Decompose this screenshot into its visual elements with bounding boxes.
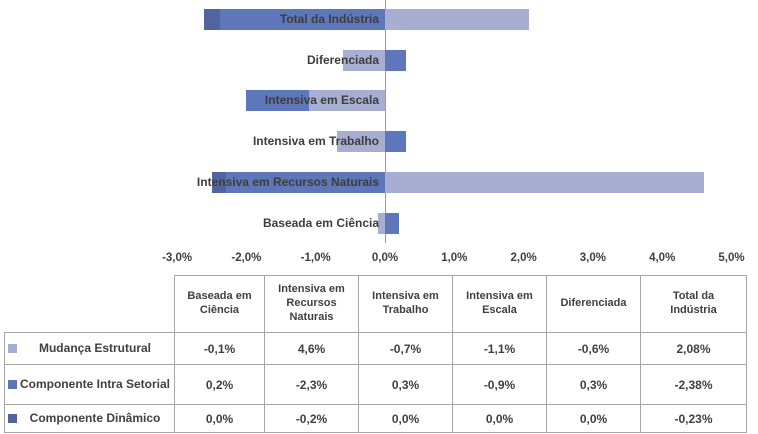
bar-segment-componente-intra-setorial: [246, 90, 309, 111]
table-column-header: Baseada em Ciência: [174, 275, 265, 333]
series-label-cell: Mudança Estrutural: [4, 332, 175, 365]
bar-segment-mudanca-estrutural: [385, 172, 704, 193]
bar-segment-mudanca-estrutural: [385, 9, 530, 30]
legend-color-swatch-icon: [8, 379, 17, 389]
value-cell: 0,2%: [174, 364, 265, 405]
x-axis-tick-label: 2,0%: [510, 252, 537, 264]
legend-color-swatch-icon: [8, 343, 17, 353]
table-corner-blank-cell: [4, 275, 175, 333]
x-axis-tick-label: 4,0%: [649, 252, 676, 264]
x-axis-tick-label: -1,0%: [300, 252, 331, 264]
bar-segment-componente-intra-setorial: [220, 9, 385, 30]
x-axis-tick-label: 5,0%: [718, 252, 745, 264]
table-header-row: Baseada em Ciência Intensiva em Recursos Nat…: [4, 275, 747, 333]
x-axis-tick-label: 0,0%: [371, 252, 399, 264]
table-column-header: Intensiva em Trabalho: [358, 275, 453, 333]
x-axis-tick-label: -2,0%: [231, 252, 262, 264]
bar-segment-mudanca-estrutural: [378, 213, 385, 234]
series-label: Mudança Estrutural: [38, 340, 152, 355]
category-label: Diferenciada: [306, 53, 379, 67]
value-cell: -0,23%: [640, 404, 747, 433]
value-cell: 0,3%: [546, 364, 641, 405]
series-label: Componente Intra Setorial: [19, 376, 171, 391]
table-row: Componente Dinâmico 0,0% -0,2% 0,0% 0,0% 0,0%…: [4, 404, 747, 433]
value-cell: -0,6%: [546, 332, 641, 365]
zero-axis-line: [385, 0, 386, 243]
bar-segment-componente-intra-setorial: [385, 213, 399, 234]
category-label: Total da Indústria: [279, 12, 379, 26]
structural-change-bar-chart: Total da Indústria Diferenciada Intensiva …: [162, 0, 745, 264]
value-cell: -0,2%: [264, 404, 359, 433]
table-column-header: Intensiva em Escala: [452, 275, 547, 333]
x-axis-tick-label: -3,0%: [162, 252, 193, 264]
category-label: Intensiva em Recursos Naturais: [196, 175, 379, 189]
bar-segment-componente-dinamico: [204, 9, 220, 30]
value-cell: -1,1%: [452, 332, 547, 365]
value-cell: 0,0%: [452, 404, 547, 433]
value-cell: 0,0%: [358, 404, 453, 433]
value-cell: 4,6%: [264, 332, 359, 365]
table-column-header: Diferenciada: [546, 275, 641, 333]
value-cell: 2,08%: [640, 332, 747, 365]
category-label: Intensiva em Escala: [264, 93, 379, 107]
series-label-cell: Componente Dinâmico: [4, 404, 175, 433]
value-cell: -0,7%: [358, 332, 453, 365]
series-label: Componente Dinâmico: [29, 410, 161, 425]
bar-segment-componente-dinamico: [211, 172, 226, 193]
value-cell: 0,0%: [546, 404, 641, 433]
legend-color-swatch-icon: [8, 413, 17, 423]
x-axis-tick-label: 1,0%: [441, 252, 468, 264]
value-cell: -2,38%: [640, 364, 747, 405]
bar-segment-mudanca-estrutural: [308, 90, 385, 111]
bar-segment-componente-intra-setorial: [225, 172, 385, 193]
data-table: Baseada em Ciência Intensiva em Recursos Nat…: [4, 275, 747, 433]
table-column-header: Intensiva em Recursos Naturais: [264, 275, 359, 333]
bar-segment-mudanca-estrutural: [343, 50, 385, 71]
bar-segment-componente-intra-setorial: [385, 131, 406, 152]
value-cell: -0,9%: [452, 364, 547, 405]
table-row: Mudança Estrutural -0,1% 4,6% -0,7% -1,1% -0,…: [4, 332, 747, 365]
category-label: Intensiva em Trabalho: [252, 134, 379, 148]
x-axis-tick-label: 3,0%: [579, 252, 606, 264]
table-column-header: Total da Indústria: [640, 275, 747, 333]
bar-segment-componente-intra-setorial: [385, 50, 406, 71]
series-label-cell: Componente Intra Setorial: [4, 364, 175, 405]
value-cell: -0,1%: [174, 332, 265, 365]
table-row: Componente Intra Setorial 0,2% -2,3% 0,3% -0…: [4, 364, 747, 405]
value-cell: -2,3%: [264, 364, 359, 405]
bar-segment-mudanca-estrutural: [336, 131, 385, 152]
category-label: Baseada em Ciência: [262, 216, 379, 230]
value-cell: 0,3%: [358, 364, 453, 405]
value-cell: 0,0%: [174, 404, 265, 433]
